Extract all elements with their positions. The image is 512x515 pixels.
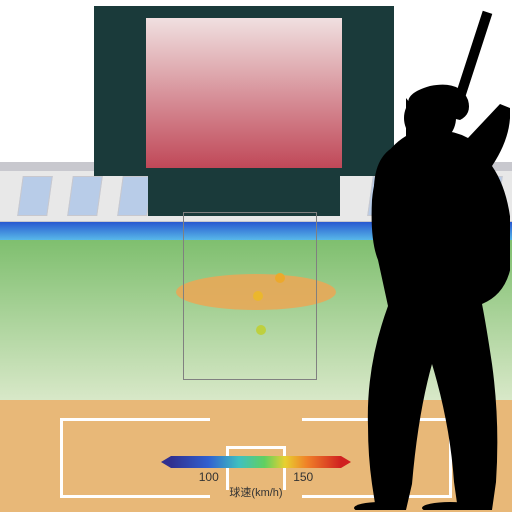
speed-axis-label: 球速(km/h) — [171, 484, 341, 500]
pitch-location-chart: 100 150球速(km/h) — [0, 0, 512, 512]
speed-tick-label: 100 — [194, 470, 224, 484]
pitch-marker — [256, 325, 266, 335]
strike-zone — [183, 212, 317, 380]
batter-silhouette — [310, 10, 510, 510]
speed-colorbar — [171, 456, 341, 468]
pitch-marker — [275, 273, 285, 283]
pitch-marker — [253, 291, 263, 301]
speed-tick-label: 150 — [288, 470, 318, 484]
